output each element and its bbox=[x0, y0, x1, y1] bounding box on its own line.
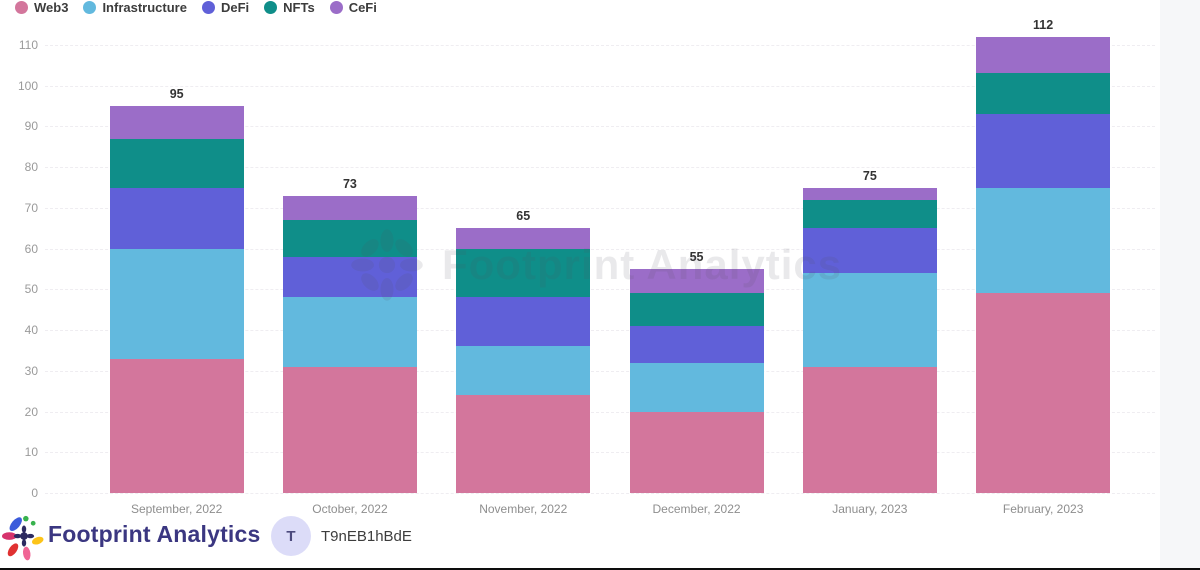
x-axis-label: September, 2022 bbox=[130, 502, 223, 516]
x-axis-label: January, 2023 bbox=[832, 502, 908, 516]
bar-segment-nfts-4[interactable] bbox=[802, 199, 937, 229]
bar-segment-infrastructure-3[interactable] bbox=[629, 362, 764, 412]
bar-segment-defi-4[interactable] bbox=[802, 228, 937, 274]
x-axis-label: November, 2022 bbox=[479, 502, 568, 516]
bar-total-label: 75 bbox=[862, 168, 877, 183]
bar-segment-web3-3[interactable] bbox=[629, 411, 764, 493]
legend-item-nfts[interactable]: NFTs bbox=[264, 0, 315, 15]
y-axis-tick: 50 bbox=[24, 282, 38, 297]
legend-label: DeFi bbox=[220, 0, 250, 15]
creator-avatar[interactable]: T bbox=[271, 516, 311, 556]
legend-label: Infrastructure bbox=[102, 0, 187, 15]
bar-segment-nfts-5[interactable] bbox=[976, 73, 1111, 115]
y-axis-tick: 90 bbox=[24, 119, 38, 134]
creator-chip[interactable]: T T9nEB1hBdE bbox=[271, 516, 412, 556]
legend-label: NFTs bbox=[283, 0, 315, 15]
chart-legend: Web3 Infrastructure DeFi NFTs CeFi bbox=[15, 0, 377, 14]
bar-segment-nfts-3[interactable] bbox=[629, 293, 764, 326]
legend-dot-icon bbox=[83, 0, 97, 14]
gridline-y100 bbox=[45, 85, 1155, 87]
legend-item-defi[interactable]: DeFi bbox=[201, 0, 250, 15]
legend-label: Web3 bbox=[34, 0, 69, 15]
legend-item-cefi[interactable]: CeFi bbox=[329, 0, 377, 15]
y-axis-tick: 110 bbox=[18, 37, 38, 52]
gridline-y90 bbox=[45, 126, 1155, 128]
bar-segment-defi-5[interactable] bbox=[976, 114, 1111, 188]
bar-segment-cefi-2[interactable] bbox=[456, 228, 591, 249]
bar-segment-defi-3[interactable] bbox=[629, 326, 764, 363]
bar-segment-infrastructure-5[interactable] bbox=[976, 187, 1111, 294]
gridline-y20 bbox=[45, 411, 1155, 413]
footprint-brand-title: Footprint Analytics bbox=[48, 521, 261, 547]
bar-segment-nfts-0[interactable] bbox=[109, 138, 244, 188]
bar-segment-cefi-0[interactable] bbox=[109, 106, 244, 139]
bar-segment-nfts-1[interactable] bbox=[282, 220, 417, 257]
gridline-y30 bbox=[45, 370, 1155, 372]
y-axis-tick: 20 bbox=[24, 404, 38, 419]
bar-total-label: 95 bbox=[169, 87, 184, 102]
window-bottom-border bbox=[0, 568, 1200, 570]
bar-segment-infrastructure-1[interactable] bbox=[282, 297, 417, 367]
footprint-logo-icon bbox=[2, 515, 44, 561]
y-axis-tick: 80 bbox=[24, 160, 38, 175]
legend-label: CeFi bbox=[348, 0, 377, 15]
y-axis-tick: 100 bbox=[17, 78, 38, 93]
y-axis-tick: 0 bbox=[31, 486, 38, 500]
y-axis-tick: 60 bbox=[24, 241, 38, 256]
gridline-y70 bbox=[45, 207, 1155, 209]
bar-segment-infrastructure-4[interactable] bbox=[802, 273, 937, 367]
bar-segment-web3-1[interactable] bbox=[282, 366, 417, 493]
y-axis-tick: 40 bbox=[24, 323, 38, 338]
gridline-y80 bbox=[45, 167, 1155, 169]
bar-segment-defi-1[interactable] bbox=[282, 256, 417, 298]
creator-username: T9nEB1hBdE bbox=[321, 527, 412, 545]
bar-segment-defi-0[interactable] bbox=[109, 187, 244, 249]
bar-segment-web3-2[interactable] bbox=[456, 395, 591, 493]
bar-segment-web3-5[interactable] bbox=[976, 293, 1111, 493]
watermark: Footprint Analytics bbox=[348, 226, 842, 304]
bar-segment-infrastructure-0[interactable] bbox=[109, 248, 244, 359]
bar-segment-web3-4[interactable] bbox=[802, 366, 937, 493]
bar-segment-cefi-3[interactable] bbox=[629, 268, 764, 294]
bar-segment-cefi-4[interactable] bbox=[802, 187, 937, 200]
x-axis-label: December, 2022 bbox=[652, 502, 741, 516]
gridline-y110 bbox=[45, 44, 1155, 46]
bar-segment-cefi-1[interactable] bbox=[282, 195, 417, 221]
y-axis-tick: 30 bbox=[24, 363, 38, 378]
legend-item-infrastructure[interactable]: Infrastructure bbox=[83, 0, 187, 15]
legend-item-web3[interactable]: Web3 bbox=[15, 0, 69, 15]
bar-total-label: 73 bbox=[342, 176, 357, 191]
y-axis-tick: 10 bbox=[24, 445, 38, 460]
gridline-y10 bbox=[45, 452, 1155, 454]
bar-total-label: 55 bbox=[689, 249, 704, 264]
bar-segment-infrastructure-2[interactable] bbox=[456, 346, 591, 396]
bar-segment-defi-2[interactable] bbox=[456, 297, 591, 347]
gridline-y0 bbox=[45, 493, 1155, 494]
x-axis-label: October, 2022 bbox=[312, 502, 388, 516]
x-axis-label: February, 2023 bbox=[1002, 502, 1084, 516]
bar-segment-web3-0[interactable] bbox=[109, 358, 244, 493]
page-background-strip bbox=[1160, 0, 1200, 570]
bar-segment-nfts-2[interactable] bbox=[456, 248, 591, 298]
gridline-y40 bbox=[45, 330, 1155, 332]
legend-dot-icon bbox=[329, 0, 343, 14]
gridline-y60 bbox=[45, 248, 1155, 250]
gridline-y50 bbox=[45, 289, 1155, 291]
y-axis-tick: 70 bbox=[24, 200, 38, 215]
legend-dot-icon bbox=[201, 0, 215, 14]
legend-dot-icon bbox=[15, 0, 28, 14]
bar-total-label: 65 bbox=[516, 209, 531, 224]
legend-dot-icon bbox=[264, 0, 278, 14]
bar-total-label: 112 bbox=[1033, 17, 1054, 32]
bar-segment-cefi-5[interactable] bbox=[976, 36, 1111, 74]
footer: Footprint Analytics T T9nEB1hBdE bbox=[0, 508, 1200, 566]
